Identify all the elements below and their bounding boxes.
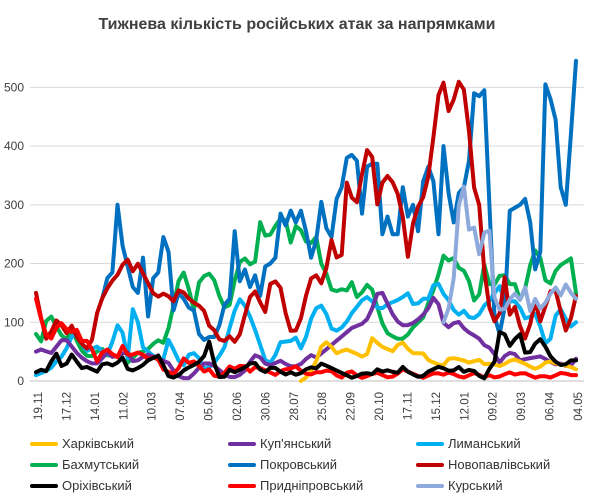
x-tick-label: 19.11 [33, 392, 45, 420]
series-line-kursk [441, 184, 578, 325]
series-line-pokrovsk [100, 58, 578, 342]
y-tick-label: 200 [4, 257, 24, 271]
legend-label: Оріхівський [62, 478, 132, 493]
series-line-kharkiv [298, 336, 578, 383]
legend-label: Лиманський [448, 436, 521, 451]
x-tick-label: 06.04 [545, 391, 557, 420]
legend-item: Оріхівський [30, 478, 132, 493]
x-tick-label: 11.02 [118, 392, 130, 420]
x-tick-label: 14.01 [90, 392, 102, 421]
legend-item: Курський [416, 478, 503, 493]
x-tick-label: 17.11 [402, 392, 414, 420]
legend-label: Новопавлівський [448, 457, 550, 472]
y-tick-label: 100 [4, 315, 24, 329]
y-tick-label: 0 [17, 374, 24, 388]
legend-label: Придніпровський [260, 478, 363, 493]
x-tick-label: 15.12 [431, 392, 443, 421]
x-axis-ticks: 19.11 17.12 14.01 11.02 10.03 07.04 05.05 02.06… [33, 391, 585, 420]
legend-label: Покровський [260, 457, 337, 472]
x-tick-label: 05.05 [204, 392, 216, 421]
y-tick-label: 500 [4, 80, 24, 94]
legend-item: Харківський [30, 436, 134, 451]
x-tick-label: 04.05 [573, 392, 585, 421]
legend-item: Бахмутський [30, 457, 139, 472]
legend-item: Придніпровський [228, 478, 363, 493]
series-lines [34, 58, 578, 383]
x-tick-label: 02.06 [232, 392, 244, 421]
legend-label: Курський [448, 478, 503, 493]
x-tick-label: 07.04 [175, 391, 187, 420]
y-tick-label: 400 [4, 139, 24, 153]
x-tick-label: 17.12 [61, 392, 73, 421]
y-axis-ticks: 0 100 200 300 400 500 [4, 80, 24, 388]
x-tick-label: 09.03 [516, 392, 528, 421]
x-tick-label: 22.09 [346, 392, 358, 421]
legend-label: Харківський [62, 436, 134, 451]
chart-title: Тижнева кількість російських атак за нап… [99, 16, 496, 33]
x-tick-label: 12.01 [459, 392, 471, 421]
legend-label: Бахмутський [62, 457, 139, 472]
x-tick-label: 10.03 [147, 392, 159, 421]
legend-label: Куп'янський [260, 436, 331, 451]
series-line-orikhiv [34, 330, 578, 381]
x-tick-label: 30.06 [260, 392, 272, 421]
legend-item: Новопавлівський [416, 457, 550, 472]
y-tick-label: 300 [4, 198, 24, 212]
legend-item: Лиманський [416, 436, 521, 451]
x-tick-label: 09.02 [488, 392, 500, 421]
x-tick-label: 20.10 [374, 392, 386, 421]
x-tick-label: 25.08 [317, 392, 329, 421]
series-line-novopavlivka [34, 79, 578, 351]
legend-item: Куп'янський [228, 436, 331, 451]
legend-item: Покровський [228, 457, 337, 472]
legend: Харківський Куп'янський Лиманський Бахмутсь… [30, 436, 550, 493]
x-tick-label: 28.07 [289, 392, 301, 421]
